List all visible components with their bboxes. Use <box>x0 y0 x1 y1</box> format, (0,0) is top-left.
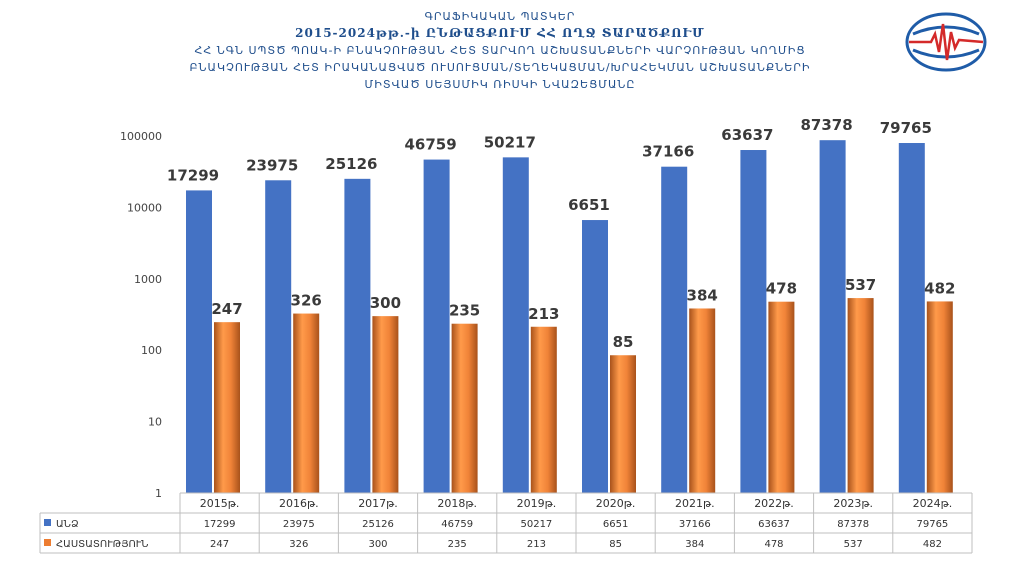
table-cell: 235 <box>448 539 467 550</box>
data-label-hastatutyun: 537 <box>845 276 876 294</box>
table-cell: 300 <box>368 539 387 550</box>
y-tick-label: 100000 <box>120 130 162 143</box>
data-label-anj: 79765 <box>880 119 932 137</box>
category-label: 2024թ. <box>913 497 953 510</box>
table-cell: 23975 <box>283 519 315 530</box>
data-label-anj: 25126 <box>325 155 377 173</box>
bar-anj <box>661 166 688 493</box>
table-cell: 87378 <box>837 519 869 530</box>
data-label-anj: 87378 <box>801 116 853 134</box>
category-label: 2021թ. <box>675 497 715 510</box>
data-label-anj: 37166 <box>642 143 694 161</box>
table-cell: 63637 <box>758 519 790 530</box>
bar-anj <box>423 159 450 493</box>
data-label-anj: 23975 <box>246 156 298 174</box>
table-cell: 213 <box>527 539 546 550</box>
y-tick-label: 10000 <box>127 201 162 214</box>
bar-anj <box>819 140 846 493</box>
y-tick-label: 100 <box>141 344 162 357</box>
data-label-hastatutyun: 300 <box>370 294 401 312</box>
bar-hastatutyun <box>293 313 320 493</box>
data-label-hastatutyun: 384 <box>687 286 718 304</box>
category-label: 2018թ. <box>437 497 477 510</box>
table-cell: 384 <box>685 539 704 550</box>
bar-hastatutyun <box>530 326 557 493</box>
y-tick-label: 10 <box>148 416 162 429</box>
category-label: 2023թ. <box>833 497 873 510</box>
title-line-1: ԳՐԱՖԻԿԱԿԱՆ ՊԱՏԿԵՐ <box>424 10 576 23</box>
category-label: 2020թ. <box>596 497 636 510</box>
data-label-hastatutyun: 235 <box>449 302 480 320</box>
data-label-hastatutyun: 247 <box>211 300 242 318</box>
legend-label: ԱՆՁ <box>56 519 79 530</box>
data-label-anj: 6651 <box>568 196 610 214</box>
table-cell: 50217 <box>520 519 552 530</box>
bar-hastatutyun <box>926 301 953 493</box>
category-label: 2019թ. <box>517 497 557 510</box>
bar-hastatutyun <box>214 322 240 493</box>
data-label-anj: 46759 <box>405 136 457 154</box>
table-cell: 85 <box>609 539 622 550</box>
title-line-2: 2015-2024թթ.-ի ԸՆԹԱՑՔՈՒՄ ՀՀ ՈՂՋ ՏԱՐԱԾՔՈՒ… <box>295 26 705 40</box>
seismograph-globe-icon <box>905 12 987 72</box>
table-cell: 247 <box>210 539 229 550</box>
data-label-hastatutyun: 478 <box>766 280 797 298</box>
table-cell: 6651 <box>603 519 628 530</box>
table-cell: 17299 <box>204 519 236 530</box>
data-label-anj: 17299 <box>167 166 219 184</box>
title-line-4: ԲՆԱԿՉՈՒԹՅԱՆ ՀԵՏ ԻՐԱԿԱՆԱՑՎԱԾ ՈՒՍՈՒՑՄԱՆ/ՏԵ… <box>189 61 811 74</box>
legend-swatch <box>44 539 51 546</box>
title-line-3: ՀՀ ՆԳՆ ՍՊՏԾ ՊՈԱԿ-Ի ԲՆԱԿՉՈՒԹՅԱՆ ՀԵՏ ՏԱՐՎՈ… <box>194 44 806 57</box>
table-cell: 478 <box>764 539 783 550</box>
table-cell: 482 <box>923 539 942 550</box>
table-cell: 79765 <box>916 519 948 530</box>
title-line-5: ՄԻՏՎԱԾ ՍԵՅՍՄԻԿ ՌԻՍԿԻ ՆՎԱԶԵՑՄԱՆԸ <box>364 78 636 91</box>
category-label: 2022թ. <box>754 497 794 510</box>
category-label: 2017թ. <box>358 497 398 510</box>
y-tick-label: 1 <box>155 487 162 500</box>
data-label-anj: 50217 <box>484 133 536 151</box>
table-cell: 37166 <box>679 519 711 530</box>
bar-anj <box>582 220 608 493</box>
data-label-hastatutyun: 326 <box>291 292 322 310</box>
table-cell: 25126 <box>362 519 394 530</box>
data-label-hastatutyun: 213 <box>528 305 559 323</box>
bar-hastatutyun <box>768 301 795 493</box>
bar-hastatutyun <box>847 298 874 493</box>
chart-title: ԳՐԱՖԻԿԱԿԱՆ ՊԱՏԿԵՐ 2015-2024թթ.-ի ԸՆԹԱՑՔՈ… <box>90 8 910 93</box>
y-tick-label: 1000 <box>134 273 162 286</box>
bar-hastatutyun <box>610 355 636 493</box>
bar-hastatutyun <box>372 316 399 493</box>
bar-hastatutyun <box>689 308 716 493</box>
bar-anj <box>898 143 925 493</box>
bar-anj <box>740 150 767 493</box>
category-label: 2016թ. <box>279 497 319 510</box>
legend-label: ՀԱՍՏԱՏՈՒԹՅՈՒՆ <box>56 539 148 550</box>
legend-swatch <box>44 519 51 526</box>
table-cell: 326 <box>289 539 308 550</box>
category-label: 2015թ. <box>200 497 240 510</box>
data-label-hastatutyun: 482 <box>924 279 955 297</box>
bar-anj <box>502 157 529 493</box>
bar-hastatutyun <box>451 323 478 493</box>
table-cell: 537 <box>844 539 863 550</box>
bar-anj <box>344 178 371 494</box>
table-cell: 46759 <box>441 519 473 530</box>
data-label-hastatutyun: 85 <box>613 333 634 351</box>
data-label-anj: 63637 <box>721 126 773 144</box>
bar-anj <box>186 190 212 493</box>
bar-anj <box>265 180 292 494</box>
